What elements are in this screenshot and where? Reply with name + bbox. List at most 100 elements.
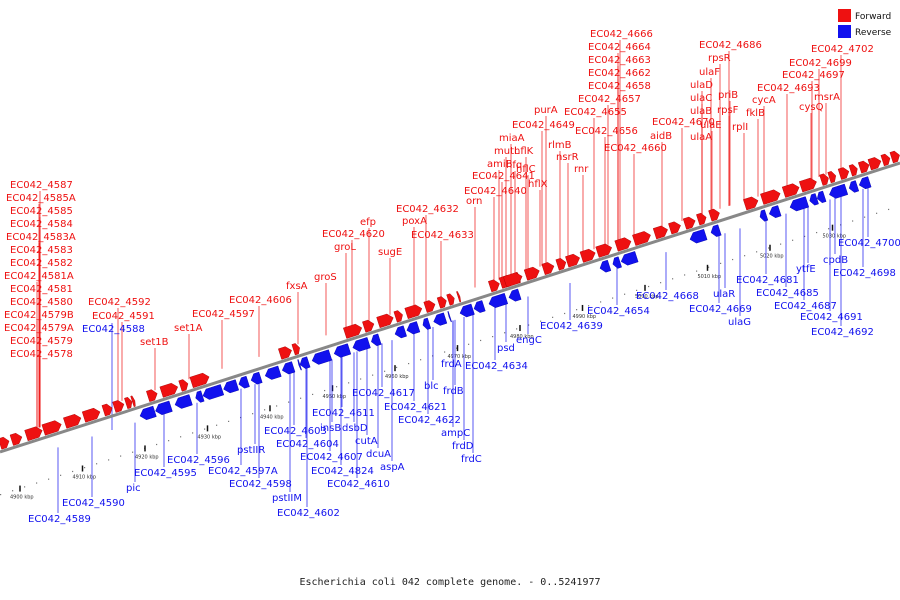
minor-tick (300, 397, 302, 399)
tick-label: 4900 kbp (10, 495, 34, 501)
gene-label-rpsr: rpsR (708, 53, 731, 64)
minor-tick (804, 235, 806, 238)
reverse-gene (281, 361, 296, 375)
forward-gene (880, 153, 891, 167)
minor-tick (312, 393, 314, 396)
forward-gene (579, 248, 596, 263)
gene-label-ec042-4617: EC042_4617 (352, 388, 415, 399)
minor-tick (168, 440, 170, 442)
reverse-gene (174, 394, 193, 409)
reverse-gene (238, 375, 250, 389)
minor-tick (684, 274, 686, 276)
gene-label-ec042-4687: EC042_4687 (774, 301, 837, 312)
forward-gene (503, 272, 523, 288)
forward-gene (362, 319, 375, 333)
gene-label-nsrr: nsrR (556, 152, 579, 163)
reverse-gene (858, 176, 872, 190)
gene-label-ec042-4693: EC042_4693 (757, 83, 820, 94)
gene-label-ec042-4579b: EC042_4579B (4, 310, 74, 321)
reverse-gene (620, 251, 639, 266)
tick-label: 4950 kbp (323, 394, 347, 400)
minor-tick (612, 297, 614, 299)
gene-label-cyca: cycA (752, 95, 776, 106)
gene-label-cysq: cysQ (799, 102, 824, 113)
minor-tick (24, 486, 26, 488)
reverse-gene (710, 224, 722, 237)
reverse-gene (789, 196, 810, 212)
gene-label-hflx: hflX (528, 179, 548, 190)
forward-gene (799, 177, 817, 193)
minor-tick (180, 436, 182, 438)
minor-tick (120, 455, 122, 457)
gene-label-ec042-4649: EC042_4649 (512, 120, 575, 131)
gene-label-ec042-4660: EC042_4660 (604, 143, 667, 154)
forward-gene (652, 225, 668, 240)
gene-label-pstiir: pstIIR (237, 445, 265, 456)
reverse-gene (829, 183, 849, 199)
forward-gene (343, 323, 363, 339)
minor-tick (228, 420, 230, 422)
reverse-gene (297, 359, 302, 371)
gene-label-ec042-4658: EC042_4658 (588, 81, 651, 92)
gene-label-ec042-4700: EC042_4700 (838, 238, 900, 249)
forward-gene (81, 407, 101, 423)
gene-label-fklb: fklB (746, 108, 765, 119)
gene-label-ec042-4581: EC042_4581 (10, 284, 73, 295)
gene-label-rlmb: rlmB (548, 140, 572, 151)
minor-tick (108, 459, 110, 461)
gene-label-ulaa: ulaA (690, 132, 712, 143)
minor-tick (480, 339, 482, 342)
forward-gene (0, 436, 10, 450)
minor-tick (768, 247, 770, 249)
gene-label-ec042-4621: EC042_4621 (384, 402, 447, 413)
gene-label-ec042-4588: EC042_4588 (82, 324, 145, 335)
minor-tick (60, 474, 62, 476)
legend-reverse-swatch (838, 25, 851, 38)
gene-label-hflc: hflC (516, 164, 536, 175)
legend-forward: Forward (838, 9, 891, 22)
gene-label-prib: priB (718, 90, 738, 101)
forward-gene (696, 212, 707, 226)
gene-label-set1a: set1A (174, 323, 203, 334)
minor-tick (888, 208, 890, 211)
gene-label-ec042-4610: EC042_4610 (327, 479, 390, 490)
gene-label-engc: engC (516, 335, 542, 346)
gene-label-ulab: ulaB (690, 106, 712, 117)
gene-label-ec042-4656: EC042_4656 (575, 126, 638, 137)
gene-label-ulad: ulaD (690, 80, 713, 91)
reverse-gene (333, 343, 352, 358)
gene-label-ec042-4662: EC042_4662 (588, 68, 651, 79)
minor-tick (420, 359, 422, 361)
gene-label-pura: purA (534, 105, 558, 116)
minor-tick (816, 231, 818, 234)
gene-label-frda: frdA (441, 359, 462, 370)
leader-lines (36, 40, 869, 513)
gene-label-ec042-4597: EC042_4597 (192, 309, 255, 320)
forward-gene (827, 171, 837, 184)
gene-label-ec042-4641: EC042_4641 (472, 171, 535, 182)
gene-label-set1b: set1B (140, 337, 169, 348)
reverse-gene (459, 303, 475, 318)
gene-label-rnr: rnr (574, 164, 589, 175)
forward-gene (393, 310, 403, 323)
gene-label-ec042-4657: EC042_4657 (578, 94, 641, 105)
gene-label-ec042-4584: EC042_4584 (10, 219, 73, 230)
tick-label: 5030 kbp (823, 234, 847, 240)
gene-label-ampc: ampC (441, 428, 470, 439)
reverse-gene (406, 321, 421, 335)
minor-tick (624, 293, 626, 295)
minor-tick (564, 312, 566, 315)
gene-label-ec042-4585a: EC042_4585A (6, 193, 76, 204)
forward-gene (632, 231, 651, 246)
gene-label-ec042-4582: EC042_4582 (10, 258, 73, 269)
reverse-gene (612, 256, 622, 269)
minor-tick (348, 382, 350, 384)
forward-gene (423, 300, 436, 313)
gene-label-ec042-4681: EC042_4681 (736, 275, 799, 286)
gene-label-frdd: frdD (452, 441, 474, 452)
legend-reverse-label: Reverse (855, 28, 892, 38)
reverse-gene (759, 209, 769, 222)
legend: Forward Reverse (838, 9, 892, 38)
forward-gene (743, 196, 759, 211)
forward-gene (541, 262, 555, 275)
